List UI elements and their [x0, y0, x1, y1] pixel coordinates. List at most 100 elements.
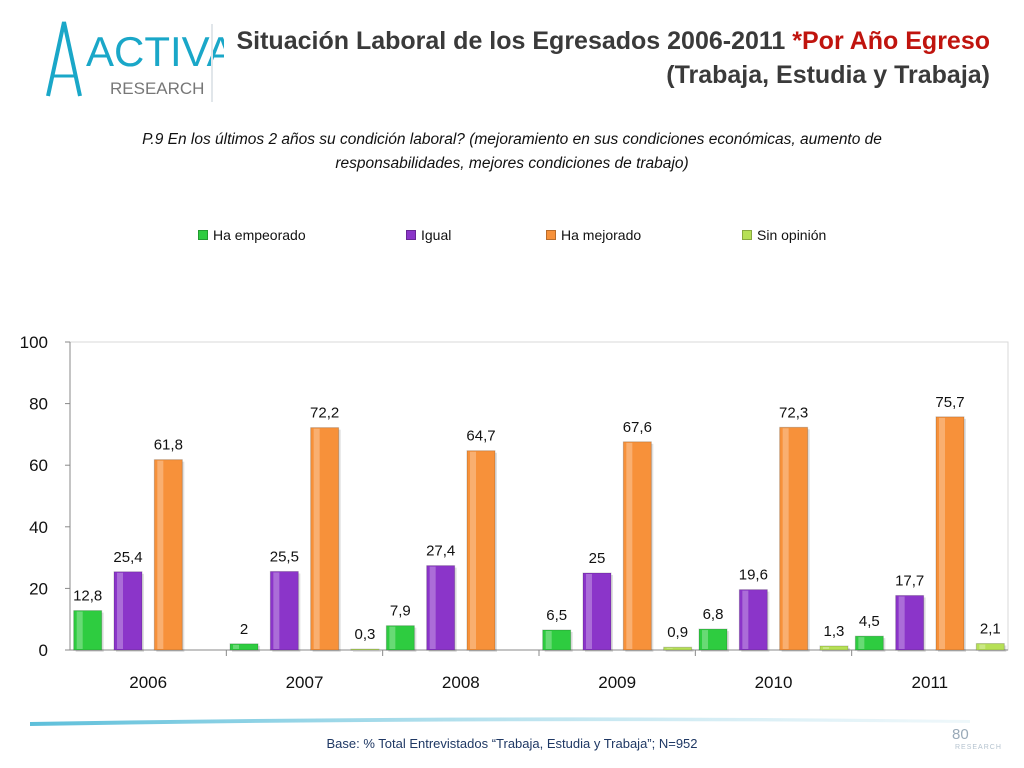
bar	[153, 459, 183, 651]
legend-label: Ha mejorado	[561, 227, 642, 243]
data-label: 67,6	[623, 419, 652, 436]
footer-swoosh	[30, 717, 970, 726]
bar-highlight	[782, 428, 789, 649]
title-main: Situación Laboral de los Egresados 2006-…	[236, 27, 793, 55]
data-label: 25,5	[270, 548, 299, 565]
y-tick-label: 60	[29, 456, 48, 475]
bar	[269, 570, 299, 651]
data-label: 0,3	[355, 626, 376, 643]
legend-item-sin-opinion: Sin opinión	[742, 227, 826, 243]
legend-swatch	[742, 230, 752, 240]
bar	[385, 625, 415, 651]
bar	[229, 643, 259, 651]
bar-highlight	[898, 596, 905, 649]
bar	[935, 416, 965, 651]
bar	[310, 427, 340, 651]
data-label: 61,8	[154, 437, 183, 454]
bar	[779, 426, 809, 651]
bar-highlight	[545, 630, 552, 649]
data-label: 72,2	[310, 405, 339, 422]
data-label: 7,9	[390, 603, 411, 620]
bar	[426, 565, 456, 651]
bar-highlight	[742, 590, 749, 649]
data-label: 6,8	[703, 606, 724, 623]
bar	[582, 572, 612, 651]
base-note: Base: % Total Entrevistados “Trabaja, Es…	[326, 736, 698, 751]
data-label: 75,7	[935, 394, 964, 411]
y-tick-label: 0	[39, 641, 48, 660]
bar	[350, 648, 380, 651]
bar	[854, 635, 884, 651]
bar-highlight	[117, 572, 124, 649]
question-text: P.9 En los últimos 2 años su condición l…	[40, 128, 984, 176]
x-tick-label: 2006	[129, 673, 167, 692]
legend-item-igual: Igual	[406, 227, 451, 243]
legend-label: Igual	[421, 227, 452, 243]
bar-highlight	[702, 630, 709, 649]
y-tick-label: 20	[29, 579, 48, 598]
bar-highlight	[858, 637, 865, 649]
x-tick-label: 2008	[442, 673, 480, 692]
bar	[113, 571, 143, 651]
corner-logo: RESEARCH	[955, 744, 1002, 751]
data-label: 0,9	[667, 624, 688, 641]
data-label: 12,8	[73, 588, 102, 605]
chart-legend: Ha empeorado Igual Ha mejorado Sin opini…	[0, 227, 1024, 247]
data-label: 19,6	[739, 567, 768, 584]
logo-subtext: RESEARCH	[110, 79, 204, 98]
bar-highlight	[666, 648, 673, 649]
bar-highlight	[273, 572, 280, 649]
bar-highlight	[586, 574, 593, 649]
bar	[542, 629, 572, 651]
bar-highlight	[979, 644, 986, 649]
data-label: 64,7	[466, 428, 495, 445]
title-accent: *Por Año Egreso	[792, 27, 990, 55]
activa-research-logo: ACTIVA RESEARCH	[46, 21, 224, 102]
bar	[698, 628, 728, 651]
legend-item-ha-mejorado: Ha mejorado	[546, 227, 641, 243]
data-label: 2	[240, 621, 248, 638]
data-label: 1,3	[824, 623, 845, 640]
data-label: 17,7	[895, 572, 924, 589]
bar-highlight	[76, 611, 83, 649]
bar-shadow	[352, 651, 381, 652]
legend-swatch	[546, 230, 556, 240]
bar-highlight	[822, 646, 829, 649]
question-line2: responsabilidades, mejores condiciones d…	[335, 155, 689, 172]
legend-label: Sin opinión	[757, 227, 827, 243]
data-label: 6,5	[546, 607, 567, 624]
bar-highlight	[313, 428, 320, 649]
plot-area	[69, 341, 1009, 651]
data-label: 4,5	[859, 613, 880, 630]
bar	[975, 643, 1005, 651]
bar-highlight	[626, 442, 633, 649]
question-line1: P.9 En los últimos 2 años su condición l…	[142, 131, 882, 148]
bar-highlight	[389, 626, 396, 649]
bar-highlight	[157, 460, 164, 649]
bar	[466, 450, 496, 651]
legend-swatch	[198, 230, 208, 240]
legend-label: Ha empeorado	[213, 227, 306, 243]
data-label: 72,3	[779, 404, 808, 421]
logo-text: ACTIVA	[86, 28, 224, 75]
bar-highlight	[469, 451, 476, 649]
page-title: Situación Laboral de los Egresados 2006-…	[230, 24, 990, 92]
bar	[73, 610, 103, 651]
y-tick-label: 80	[29, 395, 48, 414]
bar-highlight	[938, 417, 945, 649]
x-tick-label: 2011	[912, 673, 949, 692]
y-tick-label: 40	[29, 518, 48, 537]
legend-item-ha-empeorado: Ha empeorado	[198, 227, 306, 243]
data-label: 25,4	[113, 549, 142, 566]
bar-highlight	[429, 566, 436, 649]
x-tick-label: 2009	[598, 673, 636, 692]
bar	[738, 589, 768, 651]
y-tick-label: 100	[20, 333, 48, 352]
page-number: 80	[952, 726, 969, 743]
bar	[819, 645, 849, 651]
bar-highlight	[233, 644, 240, 649]
bar	[895, 594, 925, 651]
data-label: 25	[589, 550, 606, 567]
data-label: 27,4	[426, 543, 455, 560]
